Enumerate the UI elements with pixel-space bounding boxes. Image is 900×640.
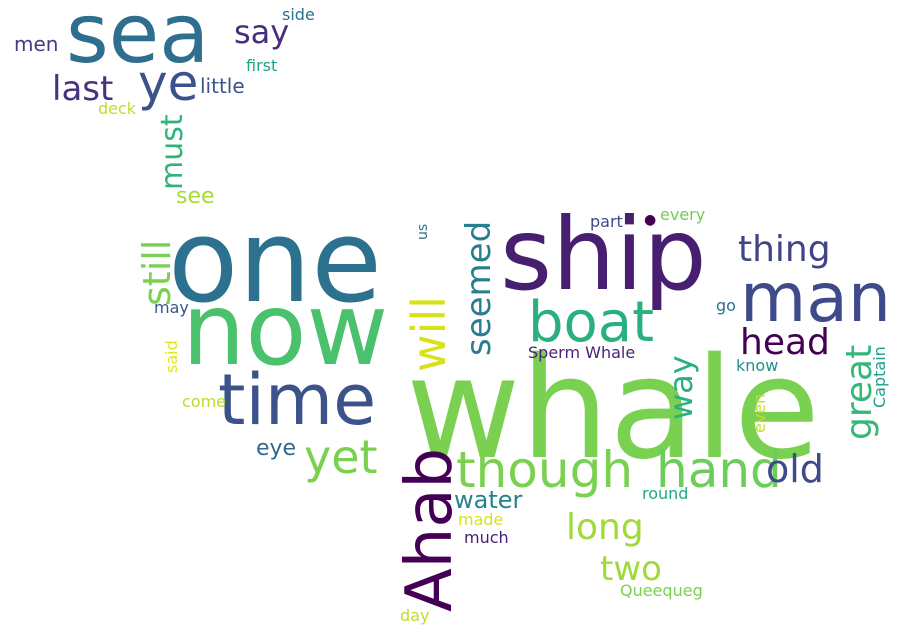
word-us: us [415, 223, 431, 240]
word-ship: ship [500, 196, 707, 313]
word-sperm-whale: Sperm Whale [528, 343, 636, 362]
word-seemed: seemed [459, 220, 499, 356]
word-first: first [246, 56, 278, 75]
word-go: go [716, 296, 736, 315]
word-water: water [454, 486, 523, 514]
word-said: said [162, 340, 181, 373]
word-made: made [458, 510, 504, 529]
dot-mark: ● [644, 212, 657, 228]
word-must: must [155, 114, 190, 190]
word-much: much [464, 528, 509, 547]
word-deck: deck [98, 99, 137, 118]
word-come: come [182, 392, 227, 411]
word-see: see [176, 184, 215, 209]
word-head: head [740, 322, 830, 363]
word-may: may [154, 298, 189, 317]
word-thing: thing [738, 229, 831, 270]
word-eye: eye [256, 436, 297, 461]
word-day: day [400, 606, 430, 625]
word-two: two [600, 549, 662, 589]
word-will: will [402, 296, 456, 372]
word-ahab: Ahab [393, 447, 467, 612]
word-know: know [736, 356, 779, 375]
word-boat: boat [528, 290, 655, 355]
word-old: old [766, 447, 824, 491]
word-yet: yet [304, 430, 378, 484]
word-round: round [642, 484, 689, 503]
word-part: part [590, 212, 623, 231]
word-ye: ye [138, 54, 199, 112]
word-captain: Captain [870, 346, 889, 408]
word-man: man [740, 259, 892, 338]
word-little: little [200, 74, 245, 98]
word-way: way [662, 355, 700, 420]
word-time: time [218, 359, 377, 441]
word-one: one [168, 195, 382, 329]
word-say: say [234, 13, 290, 51]
word-long: long [566, 507, 644, 548]
word-queequeg: Queequeg [620, 581, 703, 600]
word-though: though [456, 441, 634, 499]
word-men: men [14, 32, 59, 56]
word-now: now [182, 271, 389, 388]
word-last: last [52, 69, 114, 109]
word-every: every [660, 205, 706, 224]
word-side: side [282, 5, 315, 24]
word-hand: hand [656, 441, 782, 499]
word-still: still [135, 239, 179, 306]
word-sea: sea [66, 0, 210, 82]
word-whale: whale [406, 328, 821, 491]
word-even: even [750, 393, 769, 433]
